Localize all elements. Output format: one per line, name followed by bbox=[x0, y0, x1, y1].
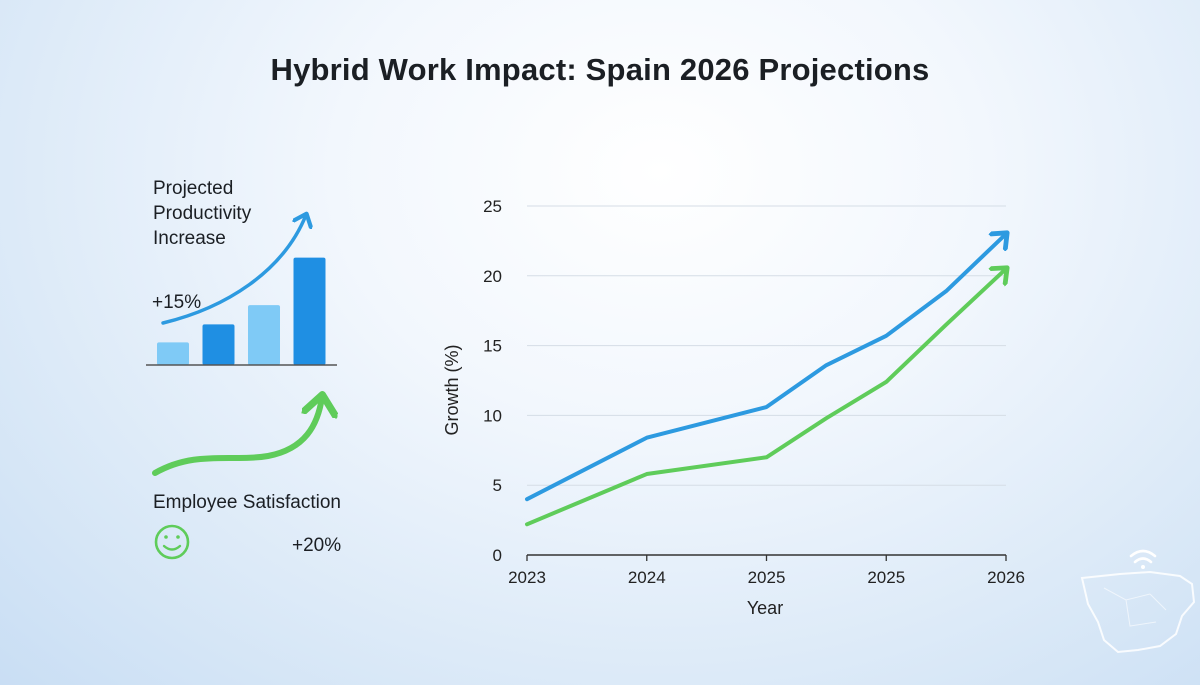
map-region-lines bbox=[1103, 587, 1167, 627]
series-lines bbox=[525, 234, 1006, 527]
chart-grid bbox=[527, 205, 1006, 486]
x-axis-title: Year bbox=[747, 598, 783, 618]
satisfaction-title: Employee Satisfaction bbox=[153, 492, 341, 513]
spain-map-icon bbox=[1080, 570, 1196, 654]
y-tick-label: 20 bbox=[483, 267, 502, 286]
productivity-bar bbox=[157, 342, 189, 365]
satisfaction-trend-arrow bbox=[152, 397, 322, 476]
x-tick-label: 2025 bbox=[867, 568, 905, 587]
x-tick-label: 2023 bbox=[508, 568, 546, 587]
productivity-value: +15% bbox=[152, 292, 202, 313]
y-tick-label: 15 bbox=[483, 337, 502, 356]
productivity-bar bbox=[248, 305, 280, 365]
y-tick-label: 25 bbox=[483, 197, 502, 216]
y-tick-label: 0 bbox=[493, 546, 502, 565]
y-axis-title: Growth (%) bbox=[442, 344, 462, 435]
x-tick-label: 2025 bbox=[748, 568, 786, 587]
y-axis-ticks: 0 5 10 15 20 25 bbox=[483, 197, 502, 565]
productivity-bar bbox=[202, 324, 235, 365]
y-tick-label: 5 bbox=[493, 476, 502, 495]
smiley-icon bbox=[154, 524, 190, 560]
wifi-icon bbox=[1129, 549, 1157, 569]
satisfaction-value: +20% bbox=[292, 535, 342, 556]
productivity-title: Projected Productivity Increase bbox=[153, 178, 252, 249]
series-line-blue bbox=[525, 234, 1006, 502]
productivity-trend-arrow bbox=[161, 215, 306, 325]
x-tick-label: 2026 bbox=[987, 568, 1025, 587]
y-tick-label: 10 bbox=[483, 406, 502, 425]
x-tick-label: 2024 bbox=[628, 568, 666, 587]
productivity-bars bbox=[157, 257, 326, 365]
productivity-bar bbox=[293, 257, 326, 365]
x-axis-ticks: 2023 2024 2025 2025 2026 bbox=[508, 555, 1025, 587]
series-line-green bbox=[525, 269, 1006, 527]
page-title: Hybrid Work Impact: Spain 2026 Projectio… bbox=[270, 52, 930, 87]
